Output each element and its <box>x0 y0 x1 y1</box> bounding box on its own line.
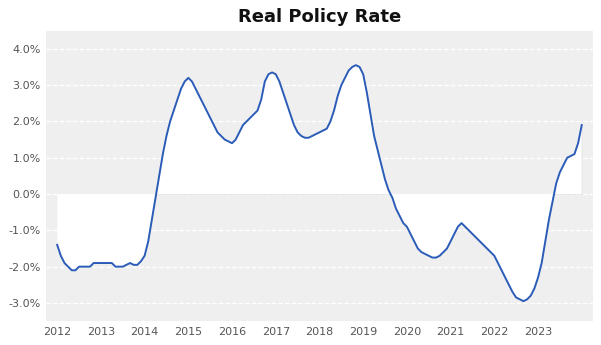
Title: Real Policy Rate: Real Policy Rate <box>238 8 401 26</box>
